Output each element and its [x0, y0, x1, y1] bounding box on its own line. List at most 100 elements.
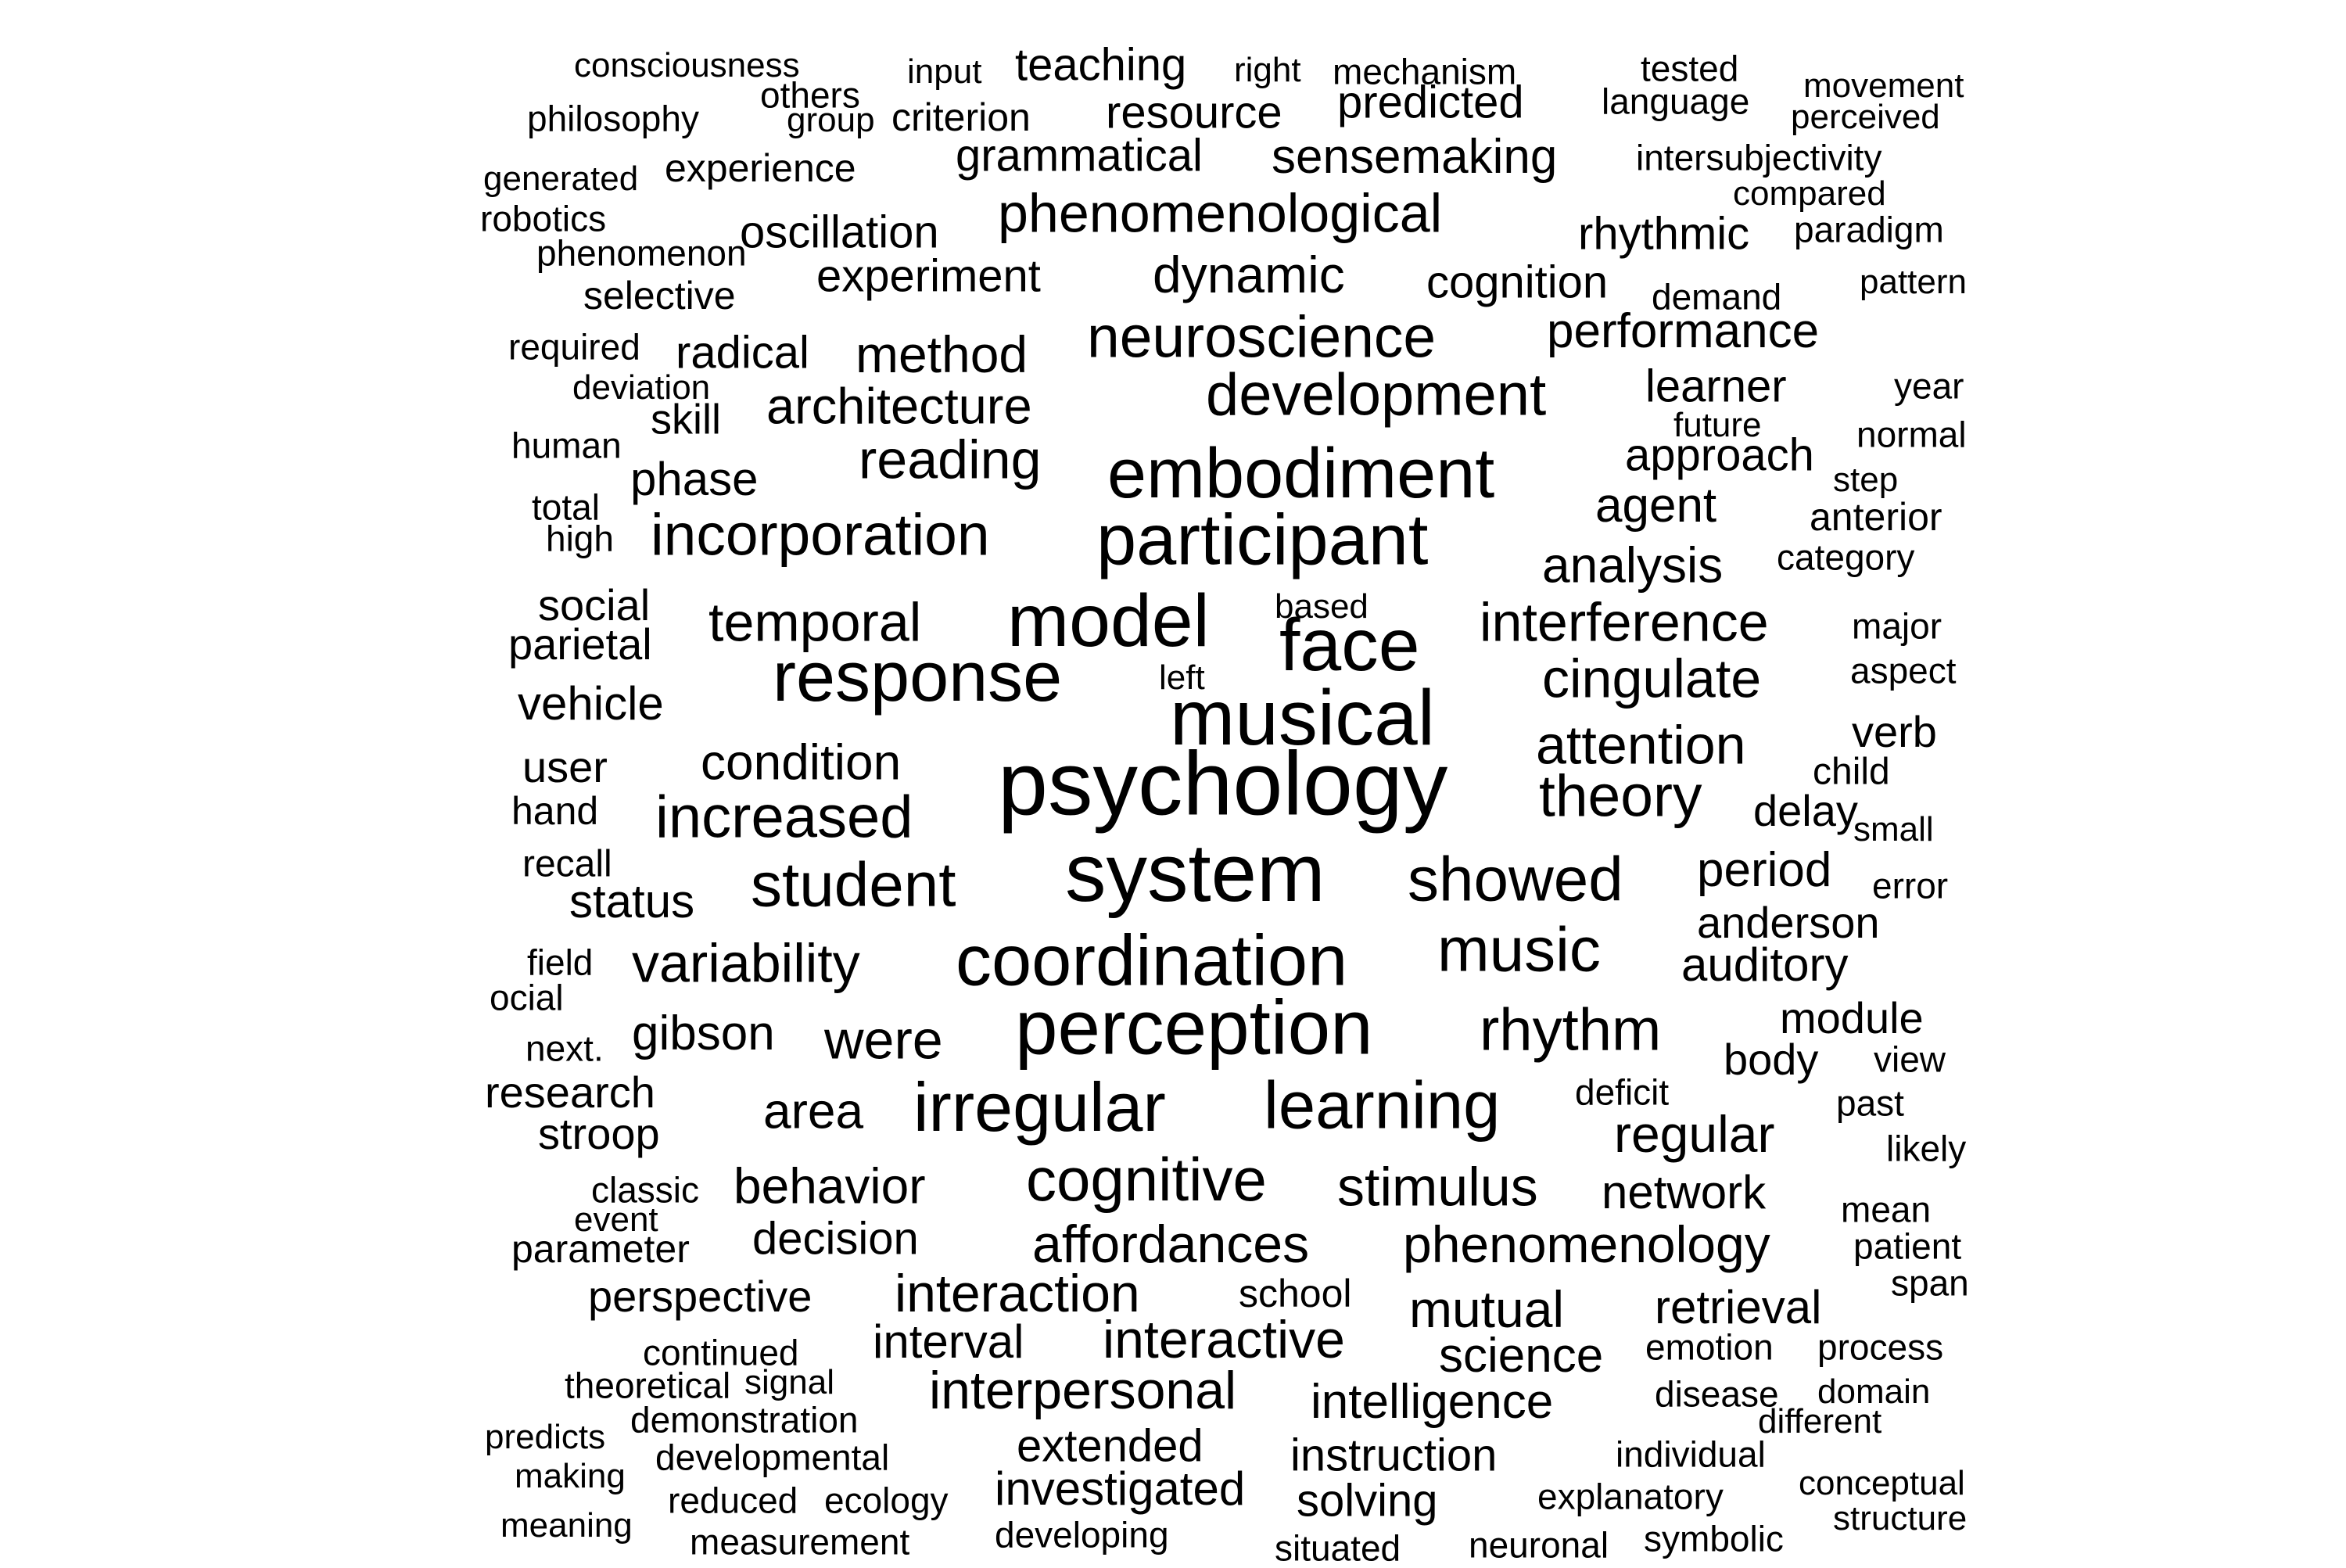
word-psychology: psychology [998, 734, 1448, 834]
word-paradigm: paradigm [1794, 209, 1944, 250]
word-total: total [532, 486, 600, 528]
word-teaching: teaching [1015, 39, 1187, 91]
word-demand: demand [1652, 276, 1782, 318]
word-perceived: perceived [1791, 97, 1940, 136]
word-hand: hand [511, 789, 599, 833]
word-module: module [1780, 993, 1924, 1043]
word-child: child [1813, 751, 1890, 793]
word-delay: delay [1753, 786, 1858, 836]
word-intersubjectivity: intersubjectivity [1636, 137, 1882, 178]
word-deviation: deviation [572, 368, 711, 407]
word-developmental: developmental [655, 1437, 890, 1478]
word-phenomenon: phenomenon [536, 232, 747, 274]
word-user: user [522, 742, 608, 792]
word-oscillation: oscillation [740, 206, 939, 258]
word-philosophy: philosophy [527, 98, 699, 139]
word-symbolic: symbolic [1644, 1518, 1784, 1559]
word-intelligence: intelligence [1311, 1375, 1554, 1430]
word-process: process [1817, 1326, 1944, 1368]
word-skill: skill [651, 396, 721, 443]
word-behavior: behavior [734, 1157, 926, 1215]
word-temporal: temporal [708, 591, 922, 653]
word-experiment: experiment [816, 250, 1041, 302]
word-response: response [773, 638, 1063, 717]
word-likely: likely [1886, 1128, 1967, 1169]
word-face: face [1279, 604, 1420, 687]
word-individual: individual [1616, 1433, 1766, 1475]
word-theoretical: theoretical [565, 1365, 731, 1406]
word-small: small [1853, 809, 1934, 849]
word-mean: mean [1841, 1189, 1932, 1230]
word-interval: interval [873, 1315, 1024, 1368]
word-network: network [1602, 1165, 1767, 1218]
word-parameter: parameter [511, 1227, 690, 1271]
word-reduced: reduced [668, 1480, 798, 1521]
word-system: system [1065, 827, 1325, 919]
word-conceptual: conceptual [1799, 1463, 1965, 1502]
word-phenomenology: phenomenology [1403, 1215, 1770, 1273]
word-dynamic: dynamic [1153, 245, 1345, 303]
word-language: language [1602, 81, 1750, 122]
word-theory: theory [1539, 762, 1702, 829]
word-attention: attention [1536, 714, 1746, 776]
word-field: field [527, 942, 594, 983]
word-retrieval: retrieval [1655, 1280, 1822, 1333]
word-neuronal: neuronal [1469, 1524, 1609, 1566]
word-music: music [1437, 914, 1601, 985]
word-increased: increased [655, 784, 913, 851]
word-solving: solving [1297, 1475, 1438, 1527]
word-developing: developing [995, 1514, 1169, 1555]
word-musical: musical [1170, 674, 1435, 762]
word-ocial: ocial [490, 977, 564, 1018]
word-aspect: aspect [1850, 650, 1957, 691]
word-body: body [1724, 1035, 1819, 1085]
word-anterior: anterior [1810, 495, 1942, 539]
word-cognitive: cognitive [1026, 1145, 1267, 1215]
word-embodiment: embodiment [1107, 435, 1495, 514]
word-recall: recall [522, 843, 612, 885]
word-predicts: predicts [485, 1417, 606, 1456]
word-high: high [546, 518, 614, 559]
word-structure: structure [1833, 1498, 1968, 1538]
word-classic: classic [591, 1169, 700, 1211]
word-based: based [1275, 587, 1368, 626]
word-phase: phase [630, 452, 759, 505]
word-status: status [569, 874, 695, 928]
word-event: event [574, 1200, 658, 1239]
word-instruction: instruction [1290, 1430, 1498, 1481]
word-major: major [1852, 605, 1942, 647]
word-year: year [1894, 365, 1964, 407]
word-science: science [1439, 1329, 1604, 1383]
word-variability: variability [632, 932, 860, 994]
word-mutual: mutual [1409, 1279, 1565, 1338]
word-domain: domain [1817, 1372, 1931, 1411]
word-criterion: criterion [891, 95, 1031, 139]
word-showed: showed [1408, 844, 1623, 914]
word-interpersonal: interpersonal [929, 1361, 1237, 1421]
word-development: development [1206, 361, 1547, 429]
word-sensemaking: sensemaking [1272, 130, 1558, 185]
word-future: future [1673, 405, 1762, 444]
word-coordination: coordination [956, 920, 1348, 1001]
word-interaction: interaction [895, 1264, 1140, 1324]
word-next: next. [526, 1028, 604, 1069]
word-mechanism: mechanism [1333, 51, 1517, 92]
word-grammatical: grammatical [956, 130, 1203, 181]
word-span: span [1891, 1262, 1969, 1304]
word-measurement: measurement [690, 1521, 910, 1563]
word-cingulate: cingulate [1542, 648, 1762, 709]
word-resource: resource [1106, 87, 1282, 138]
word-auditory: auditory [1681, 938, 1849, 991]
word-radical: radical [676, 327, 809, 379]
word-analysis: analysis [1542, 536, 1724, 594]
word-consciousness: consciousness [574, 45, 800, 84]
word-predicted: predicted [1337, 77, 1524, 128]
word-stroop: stroop [538, 1109, 660, 1159]
word-rhythm: rhythm [1480, 996, 1662, 1064]
word-were: were [824, 1009, 943, 1071]
word-architecture: architecture [766, 377, 1032, 435]
word-condition: condition [701, 734, 902, 791]
word-making: making [515, 1456, 626, 1495]
word-incorporation: incorporation [651, 501, 990, 568]
